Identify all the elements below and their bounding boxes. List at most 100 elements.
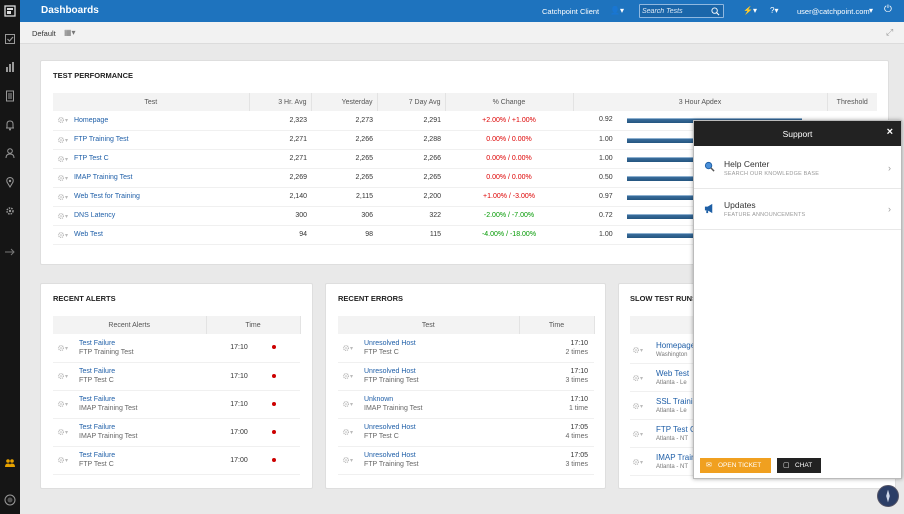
row-dropdown-chevron-icon[interactable]: ▾ [640, 404, 644, 410]
compass-launcher-button[interactable] [877, 485, 899, 507]
catchpoint-logo-icon[interactable] [4, 5, 16, 17]
row-dropdown-chevron-icon[interactable]: ▾ [350, 457, 354, 464]
test-link[interactable]: DNS Latency [73, 212, 116, 220]
row-dropdown-chevron-icon[interactable]: ▾ [65, 118, 69, 125]
row-settings-icon[interactable] [57, 372, 65, 380]
help-center-item[interactable]: Help Center SEARCH OUR KNOWLEDGE BASE › [694, 151, 901, 189]
bar-chart-icon[interactable] [4, 61, 16, 73]
error-link[interactable]: Unresolved Host [364, 339, 416, 347]
updates-item[interactable]: Updates FEATURE ANNOUNCEMENTS › [694, 192, 901, 230]
row-settings-icon[interactable] [57, 116, 65, 124]
row-dropdown-chevron-icon[interactable]: ▾ [350, 373, 354, 380]
globe-icon[interactable] [4, 494, 16, 506]
calendar-dropdown-icon[interactable]: ▦▾ [64, 28, 76, 37]
column-header[interactable]: Time [206, 316, 301, 334]
row-settings-icon[interactable] [632, 402, 640, 410]
row-dropdown-chevron-icon[interactable]: ▾ [65, 345, 69, 352]
alert-link[interactable]: Test Failure [79, 452, 116, 459]
alert-link[interactable]: Test Failure [79, 396, 116, 403]
row-settings-icon[interactable] [57, 193, 65, 201]
row-dropdown-chevron-icon[interactable]: ▾ [65, 373, 69, 380]
expand-icon[interactable]: ⤢ [886, 27, 894, 37]
column-header[interactable]: 3 Hour Apdex [573, 93, 828, 111]
error-link[interactable]: Unresolved Host [364, 452, 416, 459]
test-link[interactable]: Homepage [73, 117, 109, 125]
row-dropdown-chevron-icon[interactable]: ▾ [65, 194, 69, 201]
column-header[interactable]: Test [53, 93, 250, 111]
alert-link[interactable]: Test Failure [79, 339, 116, 347]
row-dropdown-chevron-icon[interactable]: ▾ [350, 401, 354, 408]
row-settings-icon[interactable] [632, 430, 640, 438]
chat-button[interactable]: ▢ CHAT [777, 458, 821, 473]
error-link[interactable]: Unresolved Host [364, 424, 416, 431]
close-icon[interactable]: × [886, 126, 893, 138]
row-settings-icon[interactable] [342, 456, 350, 464]
row-dropdown-chevron-icon[interactable]: ▾ [640, 348, 644, 354]
power-icon[interactable]: ⏻ [884, 4, 892, 15]
user-dropdown-chevron-icon[interactable]: ▾ [869, 6, 874, 15]
search-input[interactable] [642, 6, 708, 16]
row-settings-icon[interactable] [57, 231, 65, 239]
row-settings-icon[interactable] [342, 428, 350, 436]
settings-gear-icon[interactable] [4, 205, 16, 217]
row-settings-icon[interactable] [57, 428, 65, 436]
user-menu-icon[interactable]: 👤▾ [610, 6, 624, 15]
row-dropdown-chevron-icon[interactable]: ▾ [350, 429, 354, 436]
row-dropdown-chevron-icon[interactable]: ▾ [65, 429, 69, 436]
row-settings-icon[interactable] [57, 400, 65, 408]
row-settings-icon[interactable] [57, 344, 65, 352]
row-dropdown-chevron-icon[interactable]: ▾ [640, 460, 644, 466]
row-dropdown-chevron-icon[interactable]: ▾ [350, 345, 354, 352]
open-ticket-button[interactable]: ✉ OPEN TICKET [700, 458, 771, 473]
row-settings-icon[interactable] [632, 458, 640, 466]
test-link[interactable]: Web Test [73, 231, 103, 239]
lightning-menu-icon[interactable]: ⚡▾ [743, 6, 757, 15]
row-settings-icon[interactable] [342, 400, 350, 408]
search-icon[interactable] [711, 7, 720, 16]
row-settings-icon[interactable] [57, 456, 65, 464]
test-link[interactable]: Web Test for Training [73, 193, 140, 201]
test-link[interactable]: FTP Test C [73, 155, 109, 163]
column-header[interactable]: 3 Hr. Avg [249, 93, 312, 111]
row-dropdown-chevron-icon[interactable]: ▾ [65, 137, 69, 144]
slow-run-link[interactable]: FTP Test C [656, 425, 696, 434]
row-dropdown-chevron-icon[interactable]: ▾ [65, 232, 69, 239]
row-settings-icon[interactable] [57, 174, 65, 182]
column-header[interactable]: % Change [445, 93, 574, 111]
row-settings-icon[interactable] [57, 136, 65, 144]
row-dropdown-chevron-icon[interactable]: ▾ [65, 175, 69, 182]
row-dropdown-chevron-icon[interactable]: ▾ [640, 432, 644, 438]
slow-run-link[interactable]: Homepage [656, 341, 696, 350]
error-link[interactable]: Unresolved Host [364, 368, 416, 375]
row-dropdown-chevron-icon[interactable]: ▾ [65, 213, 69, 220]
bell-icon[interactable] [4, 119, 16, 131]
row-dropdown-chevron-icon[interactable]: ▾ [65, 156, 69, 163]
row-dropdown-chevron-icon[interactable]: ▾ [65, 401, 69, 408]
column-header[interactable]: Test [338, 316, 520, 334]
help-menu-icon[interactable]: ?▾ [770, 6, 779, 15]
document-icon[interactable] [4, 90, 16, 102]
column-header[interactable]: Yesterday [311, 93, 378, 111]
column-header[interactable]: Recent Alerts [53, 316, 207, 334]
test-link[interactable]: IMAP Training Test [73, 174, 133, 182]
client-selector[interactable]: Catchpoint Client [542, 7, 600, 16]
column-header[interactable]: Time [519, 316, 595, 334]
slow-run-link[interactable]: IMAP Train [656, 453, 696, 462]
row-settings-icon[interactable] [57, 155, 65, 163]
checkbox-icon[interactable] [4, 33, 16, 45]
location-pin-icon[interactable] [4, 176, 16, 188]
users-group-icon[interactable] [4, 457, 16, 469]
search-box[interactable] [639, 4, 724, 18]
column-header[interactable]: 7 Day Avg [377, 93, 446, 111]
user-icon[interactable] [4, 147, 16, 159]
row-settings-icon[interactable] [342, 344, 350, 352]
row-settings-icon[interactable] [632, 374, 640, 382]
column-header[interactable]: Threshold [827, 93, 877, 111]
row-settings-icon[interactable] [632, 346, 640, 354]
alert-link[interactable]: Test Failure [79, 424, 116, 431]
slow-run-link[interactable]: Web Test [656, 369, 690, 378]
row-dropdown-chevron-icon[interactable]: ▾ [640, 376, 644, 382]
alert-link[interactable]: Test Failure [79, 368, 116, 375]
arrow-right-icon[interactable] [4, 246, 16, 258]
slow-run-link[interactable]: SSL Trainin [656, 397, 698, 406]
